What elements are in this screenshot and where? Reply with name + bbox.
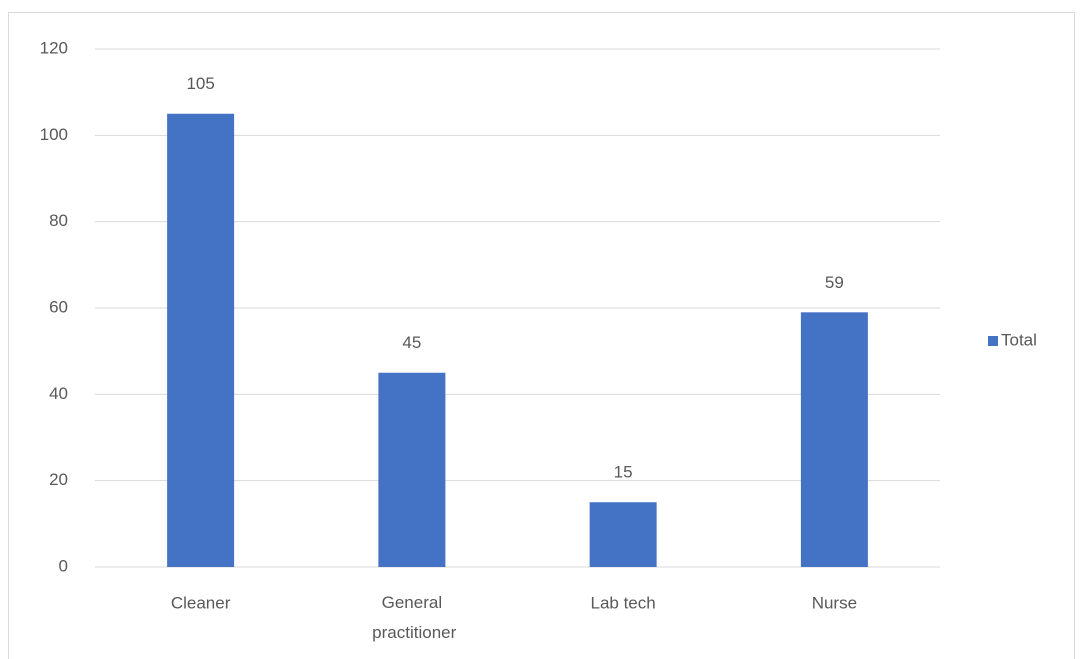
- data-label: 105: [186, 74, 214, 93]
- data-label: 15: [614, 463, 633, 482]
- y-tick-label: 100: [40, 125, 68, 144]
- data-label: 45: [402, 333, 421, 352]
- y-tick-label: 20: [49, 470, 68, 489]
- bar: [167, 113, 235, 567]
- bar: [378, 372, 446, 567]
- data-label: 59: [825, 273, 844, 292]
- legend-swatch: [988, 336, 998, 346]
- x-tick-label: General practitioner: [367, 593, 456, 642]
- x-tick-label: Cleaner: [171, 593, 231, 612]
- y-tick-label: 40: [49, 384, 68, 403]
- bar: [589, 502, 657, 567]
- y-tick-label: 80: [49, 211, 68, 230]
- y-tick-label: 0: [59, 556, 68, 575]
- legend-label: Total: [1001, 330, 1037, 349]
- y-tick-label: 120: [40, 38, 68, 57]
- x-tick-label: Nurse: [812, 593, 857, 612]
- x-tick-label: Lab tech: [591, 593, 656, 612]
- y-tick-label: 60: [49, 297, 68, 316]
- bar: [800, 312, 868, 567]
